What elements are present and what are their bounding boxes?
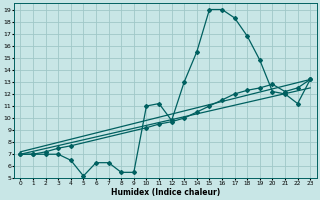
X-axis label: Humidex (Indice chaleur): Humidex (Indice chaleur) bbox=[111, 188, 220, 197]
